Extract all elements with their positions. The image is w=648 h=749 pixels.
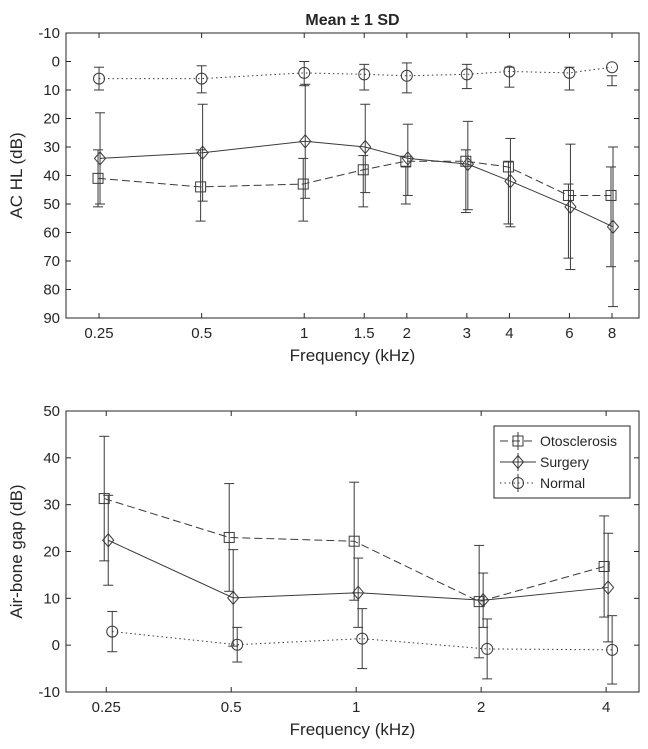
y-axis-label: Air-bone gap (dB): [7, 484, 26, 618]
x-tick-label: 1: [352, 699, 360, 716]
y-tick-label: 20: [43, 544, 60, 561]
data-point-surgery: [564, 199, 577, 215]
y-tick-label: 10: [43, 590, 60, 607]
y-tick-label: 60: [43, 225, 60, 242]
data-point-normal: [481, 642, 494, 655]
data-point-normal: [606, 61, 619, 74]
y-tick-label: 90: [43, 310, 60, 327]
x-tick-label: 2: [477, 699, 485, 716]
y-tick-label: 40: [43, 450, 60, 467]
data-point-otosclerosis: [605, 189, 617, 201]
data-point-otosclerosis: [473, 596, 485, 608]
data-point-normal: [358, 68, 371, 81]
y-tick-label: 10: [43, 82, 60, 99]
series-line-normal: [99, 66, 613, 80]
plot-frame: [65, 32, 640, 319]
data-point-normal: [356, 632, 369, 645]
data-point-normal: [298, 66, 311, 79]
x-tick-label: 1: [300, 325, 308, 342]
data-point-normal: [503, 65, 516, 78]
y-tick-label: 20: [43, 111, 60, 128]
series-otosclerosis: [92, 149, 617, 268]
data-point-otosclerosis: [562, 189, 574, 201]
data-point-normal: [93, 72, 106, 85]
data-point-normal: [606, 643, 619, 656]
y-tick-label: 30: [43, 139, 60, 156]
data-point-surgery: [601, 580, 615, 595]
hearing-level-chart: 0.25 0.5 1 1.5 2 3 4 6 8 -10 0 10 20 30 40 50 60 70 80 90 Fr…: [7, 12, 640, 365]
data-point-surgery: [196, 145, 209, 160]
data-point-otosclerosis: [348, 535, 360, 547]
y-tick-label: 0: [52, 637, 60, 654]
legend-marker: [511, 454, 525, 470]
data-point-otosclerosis: [223, 531, 235, 543]
y-tick-label: 50: [43, 196, 60, 213]
x-tick-label: 6: [565, 325, 573, 342]
x-axis-label: Frequency (kHz): [290, 720, 416, 739]
y-axis-label: AC HL (dB): [7, 132, 26, 218]
data-point-surgery: [504, 173, 517, 189]
data-point-otosclerosis: [502, 161, 514, 173]
data-point-surgery: [102, 532, 115, 548]
data-point-otosclerosis: [195, 181, 207, 193]
legend-marker: [512, 477, 524, 489]
x-tick-label: 4: [505, 325, 513, 342]
data-point-surgery: [359, 139, 372, 155]
series-surgery: [93, 83, 620, 308]
x-tick-label: 0.5: [221, 699, 242, 716]
y-tick-label: 50: [43, 403, 60, 420]
y-tick-label: 80: [43, 282, 60, 299]
series-surgery: [102, 494, 615, 647]
data-point-otosclerosis: [92, 172, 104, 184]
data-point-surgery: [93, 151, 107, 166]
data-point-normal: [563, 66, 576, 79]
data-point-otosclerosis: [598, 560, 610, 572]
data-point-normal: [400, 69, 413, 82]
legend-label: Normal: [540, 475, 585, 491]
legend: Otosclerosis Surgery Normal: [493, 425, 631, 499]
data-point-otosclerosis: [98, 493, 110, 505]
data-point-surgery: [299, 134, 312, 149]
legend-marker: [512, 435, 524, 447]
series-normal: [106, 608, 619, 685]
data-point-surgery: [476, 592, 490, 608]
y-tick-label: 30: [43, 497, 60, 514]
series-line-otosclerosis: [97, 160, 612, 196]
data-point-surgery: [352, 585, 365, 600]
x-tick-label: 0.5: [191, 325, 212, 342]
data-point-normal: [106, 625, 119, 638]
y-tick-label: -10: [38, 25, 60, 42]
x-tick-label: 1.5: [354, 325, 375, 342]
x-tick-label: 0.25: [92, 699, 121, 716]
air-bone-gap-chart: 0.25 0.5 1 2 4 -10 0 10 20 30 40 50 Frequency (kHz) A…: [7, 403, 640, 739]
data-point-surgery: [606, 219, 620, 235]
y-tick-label: 0: [52, 54, 60, 71]
data-point-surgery: [401, 151, 414, 166]
y-tick-label: 40: [43, 168, 60, 185]
x-axis-label: Frequency (kHz): [290, 346, 416, 365]
x-tick-label: 0.25: [84, 325, 113, 342]
data-point-surgery: [461, 156, 474, 172]
legend-label: Otosclerosis: [540, 433, 617, 449]
data-point-otosclerosis: [357, 164, 369, 176]
x-tick-label: 8: [608, 325, 616, 342]
x-tick-label: 4: [602, 699, 610, 716]
series-line-surgery: [100, 140, 614, 228]
data-point-otosclerosis: [297, 178, 309, 190]
chart-title: Mean ± 1 SD: [305, 12, 399, 29]
data-point-normal: [460, 68, 473, 81]
y-tick-label: 70: [43, 253, 60, 270]
x-tick-label: 3: [463, 325, 471, 342]
legend-label: Surgery: [540, 454, 589, 470]
x-tick-label: 2: [403, 325, 411, 342]
data-point-surgery: [227, 590, 240, 606]
series-normal: [93, 61, 619, 94]
data-point-normal: [231, 638, 244, 651]
series-otosclerosis: [98, 435, 610, 659]
y-tick-label: -10: [38, 684, 60, 701]
data-point-normal: [195, 72, 208, 85]
